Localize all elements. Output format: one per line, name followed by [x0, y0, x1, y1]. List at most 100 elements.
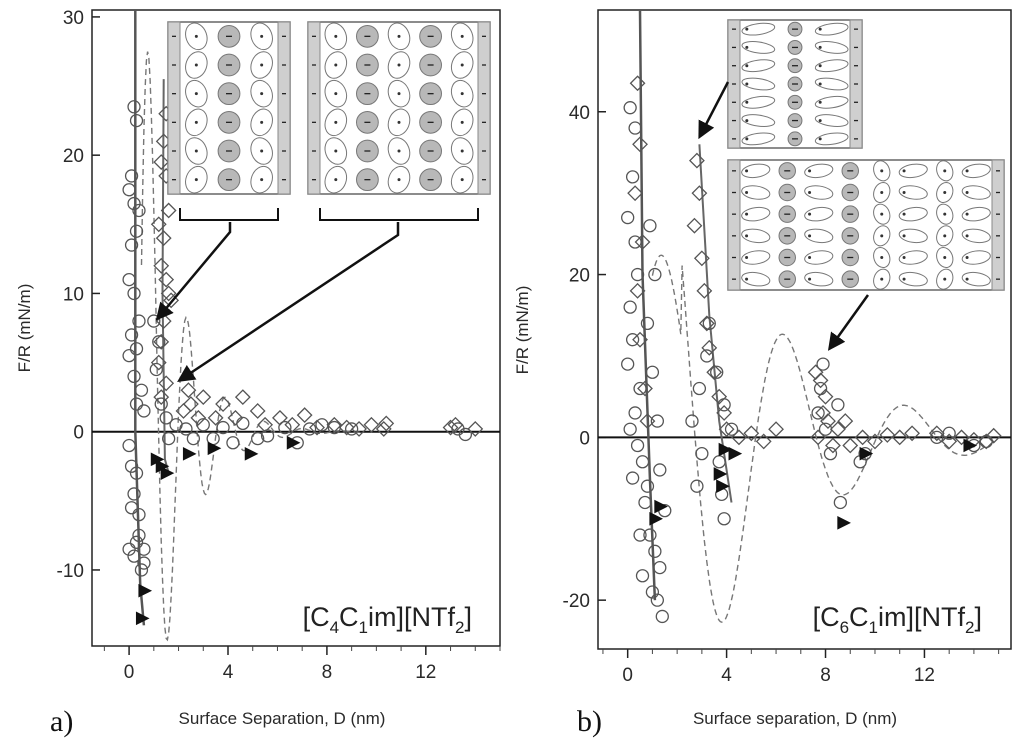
data-point-triangle [718, 442, 733, 457]
data-point-circle [623, 422, 637, 436]
data-point-circle [196, 418, 210, 432]
cation-shape [450, 108, 474, 137]
cation-shape [873, 160, 891, 182]
cation-tail-shape [741, 228, 771, 244]
data-point-circle [127, 369, 141, 384]
data-point-diamond [375, 421, 392, 437]
data-point-diamond [879, 426, 896, 443]
data-point-diamond [234, 389, 251, 406]
x-tick-label: 4 [223, 662, 234, 683]
data-point-diamond [180, 382, 197, 399]
data-point-diamond [296, 407, 313, 424]
data-point-diamond [941, 433, 958, 450]
cation-shape [250, 137, 273, 165]
data-point-circle [344, 422, 359, 436]
cation-charge-dot [902, 191, 906, 194]
panel-label-b: b) [577, 705, 602, 738]
data-point-diamond [985, 427, 1002, 444]
cation-tail-shape [741, 41, 776, 54]
data-point-diamond [447, 416, 464, 433]
y-tick-label: 20 [569, 266, 590, 287]
cation-tail-shape [898, 271, 928, 287]
inset-schematic [727, 159, 1005, 291]
cation-charge-dot [745, 277, 749, 281]
x-tick-label: 0 [124, 662, 135, 683]
data-point-diamond [326, 416, 343, 433]
cation-tail-shape [804, 271, 834, 287]
data-point-circle [134, 383, 149, 397]
cation-shape [324, 51, 348, 79]
x-tick-label: 8 [820, 665, 831, 686]
data-point-circle [635, 455, 650, 469]
data-point-circle [650, 414, 665, 428]
cation-charge-dot [194, 92, 198, 96]
cation-charge-dot [880, 256, 884, 259]
cation-charge-dot [965, 256, 969, 259]
data-point-circle [623, 101, 637, 115]
data-point-circle [700, 349, 714, 363]
inset-schematic [727, 19, 863, 149]
y-tick-label: 0 [73, 423, 84, 444]
inset-frame [727, 159, 1005, 291]
cation-shape [185, 165, 208, 194]
data-point-circle [129, 113, 144, 128]
cation-tail-shape [804, 206, 834, 222]
cation-charge-dot [460, 120, 464, 124]
cation-tail-shape [741, 185, 771, 200]
data-point-diamond [854, 429, 871, 446]
cation-shape [324, 22, 348, 51]
data-point-circle [152, 335, 166, 349]
cation-charge-dot [260, 120, 264, 124]
cation-tail-shape [814, 114, 849, 127]
cation-shape [936, 225, 954, 247]
data-point-circle [162, 431, 176, 446]
data-point-circle [633, 381, 647, 396]
data-point-circle [811, 406, 825, 420]
data-point-diamond [272, 409, 288, 426]
data-point-circle [625, 471, 640, 485]
data-point-triangle [207, 441, 222, 456]
cation-charge-dot [745, 234, 749, 238]
panel-label-a: a) [50, 705, 73, 738]
data-point-diamond [686, 217, 703, 234]
data-point-circle [621, 210, 635, 225]
cation-shape [873, 181, 891, 204]
inset-frame [167, 21, 291, 195]
inset-schematic [307, 21, 491, 221]
data-point-circle [132, 203, 146, 218]
data-point-diamond [820, 413, 836, 429]
cation-charge-dot [818, 64, 822, 68]
cation-charge-dot [943, 256, 947, 259]
x-tick-label: 12 [914, 665, 935, 686]
cation-shape [387, 51, 411, 79]
cation-tail-shape [898, 250, 928, 265]
data-point-diamond [755, 433, 772, 450]
oscillation-guide-curve [651, 254, 986, 623]
cation-tail-shape [814, 132, 849, 146]
cation-charge-dot [460, 63, 464, 67]
inset-bracket [319, 208, 479, 221]
data-points-a [122, 100, 484, 626]
data-point-circle [633, 528, 647, 542]
arrow-inset-2-b [827, 294, 870, 351]
data-point-circle [179, 422, 193, 436]
inset-wall-right [991, 159, 1005, 291]
y-tick-label: 0 [579, 428, 590, 449]
data-point-triangle [649, 511, 663, 526]
data-point-diamond [698, 315, 715, 332]
data-point-circle [645, 365, 660, 379]
data-point-diamond [904, 425, 920, 442]
data-point-circle [129, 397, 144, 411]
cation-charge-dot [808, 212, 812, 216]
cation-shape [324, 79, 348, 108]
data-point-diamond [716, 405, 733, 421]
cation-shape [936, 268, 954, 290]
data-point-diamond [928, 425, 945, 442]
cation-shape [450, 51, 474, 79]
x-axis-label-a: Surface Separation, D (nm) [179, 709, 386, 728]
cation-charge-dot [745, 256, 749, 259]
data-point-circle [643, 528, 657, 542]
cation-charge-dot [334, 149, 338, 153]
cation-charge-dot [818, 82, 822, 86]
